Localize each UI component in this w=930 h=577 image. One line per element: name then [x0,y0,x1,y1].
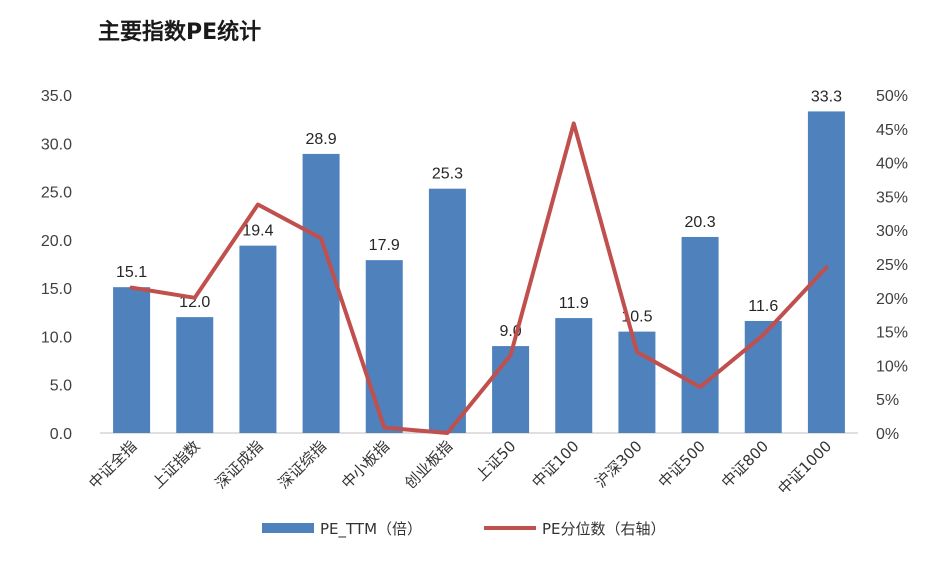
legend-label-line: PE分位数（右轴） [542,520,666,538]
bar-data-label: 28.9 [306,131,337,148]
category-label: 中证100 [528,437,582,491]
category-label: 中证1000 [774,437,835,498]
bar [239,245,277,433]
right-axis-ticks: 0% 5% 10% 15% 20% 25% 30% 35% 40% 45% 50% [876,88,908,443]
bar-data-label: 11.9 [559,295,589,312]
bar [681,236,719,433]
bar-data-label: 17.9 [369,237,400,254]
left-axis-ticks: 0.0 5.0 10.0 15.0 20.0 25.0 30.0 35.0 [41,88,72,443]
category-labels: 中证全指 上证指数 深证成指 深证综指 中小板指 创业板指 上证50 中证100 沪深300 中证… [85,437,835,498]
category-label: 沪深300 [592,437,646,491]
right-tick-label: 5% [876,392,899,409]
right-tick-label: 35% [876,189,908,206]
bar [365,260,403,433]
bar [807,111,845,433]
category-label: 深证成指 [212,437,267,492]
bar [302,153,340,433]
category-label: 中小板指 [338,437,393,492]
bar [744,320,782,433]
left-tick-label: 35.0 [41,88,72,105]
category-label: 创业板指 [401,437,456,492]
bar-data-label: 20.3 [685,214,716,231]
left-tick-label: 0.0 [50,426,72,443]
right-tick-label: 50% [876,88,908,105]
category-label: 中证500 [655,437,709,491]
bar-data-label: 33.3 [811,88,842,105]
category-label: 上证指数 [148,437,203,492]
chart-title: 主要指数PE统计 [98,20,262,45]
pe-percentile-line [129,121,829,435]
legend-swatch-bar [262,523,314,533]
right-tick-label: 15% [876,325,908,342]
right-tick-label: 40% [876,156,908,173]
right-tick-label: 45% [876,122,908,139]
bar [555,318,593,433]
bar [176,317,214,433]
category-label: 中证800 [718,437,772,491]
left-tick-label: 30.0 [41,136,72,153]
bar-series [113,111,845,433]
legend: PE_TTM（倍） PE分位数（右轴） [262,520,666,539]
legend-label-bar: PE_TTM（倍） [320,520,422,539]
left-tick-label: 5.0 [50,378,72,395]
right-tick-label: 10% [876,358,908,375]
line-series [129,121,829,435]
right-tick-label: 30% [876,223,908,240]
category-label: 中证全指 [85,437,140,492]
left-tick-label: 10.0 [41,329,72,346]
bar-data-label: 25.3 [432,166,463,183]
bar-data-labels: 15.112.019.428.917.925.39.011.910.520.31… [116,88,842,340]
left-tick-label: 15.0 [41,281,72,298]
bar [492,346,530,433]
bar [428,188,466,433]
bar-data-label: 19.4 [242,223,273,240]
bar [113,287,151,433]
right-tick-label: 20% [876,291,908,308]
left-tick-label: 25.0 [41,185,72,202]
right-tick-label: 0% [876,426,899,443]
right-tick-label: 25% [876,257,908,274]
bar-data-label: 15.1 [116,264,147,281]
left-tick-label: 20.0 [41,233,72,250]
bar-data-label: 11.6 [748,298,778,315]
category-label: 上证50 [472,437,519,484]
category-label: 深证综指 [275,437,330,492]
